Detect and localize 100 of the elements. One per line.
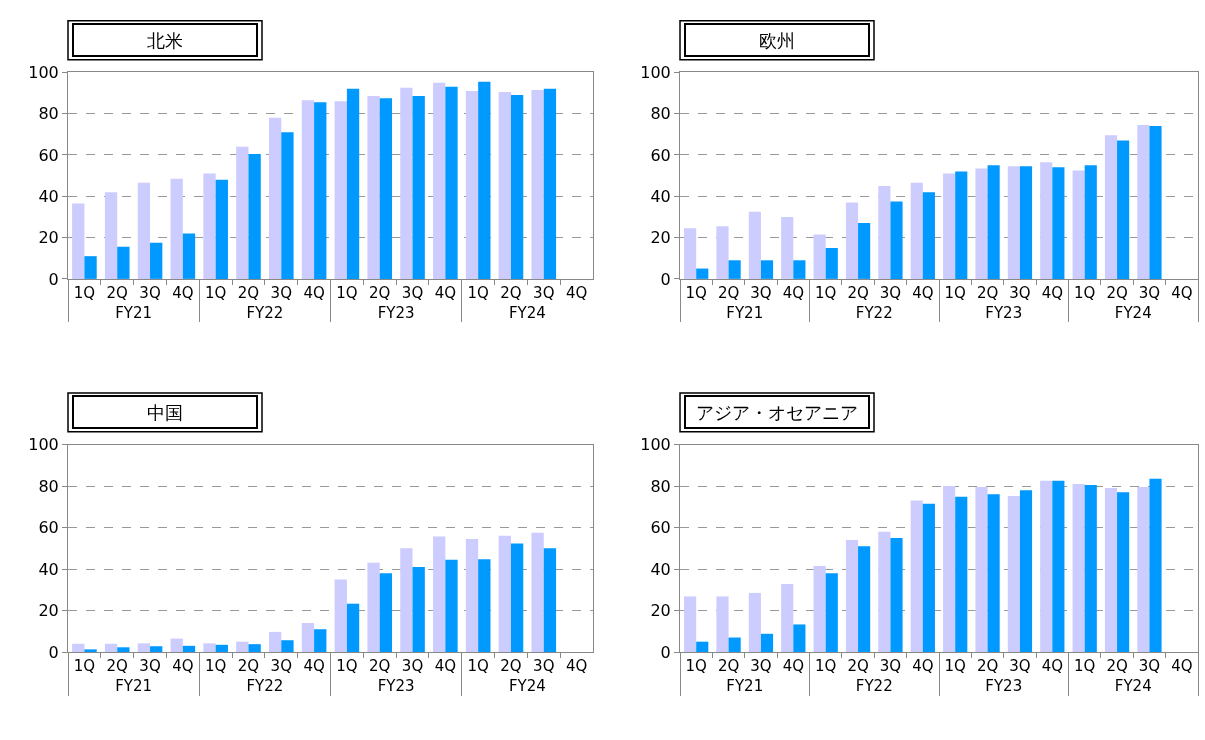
bar: [367, 96, 380, 279]
x-tick-label: 4Q: [782, 283, 804, 302]
bar: [379, 573, 393, 653]
chart-title: 中国: [147, 401, 183, 423]
bar: [1104, 135, 1118, 279]
text: FY24: [508, 303, 546, 322]
bar: [182, 233, 196, 279]
bar: [543, 88, 557, 279]
x-tick-label: 3Q: [139, 283, 161, 302]
bar: [203, 173, 216, 279]
text: FY23: [377, 303, 415, 322]
bar: [825, 247, 838, 279]
bar: [170, 178, 183, 279]
bar: [498, 535, 511, 653]
bar: [150, 646, 163, 653]
bar: [1019, 166, 1033, 279]
x-tick-label: 3Q: [879, 657, 902, 676]
bar: [1052, 480, 1065, 653]
bar: [1072, 170, 1085, 279]
bar: [1117, 492, 1130, 653]
x-tick-label: 4Q: [1041, 657, 1063, 676]
x-tick-label: 1Q: [204, 283, 227, 302]
bar: [236, 641, 249, 653]
y-tick-label: 0: [660, 269, 671, 289]
bar: [215, 179, 228, 279]
bar: [400, 87, 413, 279]
bar: [1007, 495, 1020, 653]
bar: [72, 203, 85, 279]
bar: [182, 645, 196, 653]
x-tick-label: 3Q: [1138, 657, 1161, 676]
y-tick-label: 0: [48, 269, 59, 289]
bar: [943, 486, 956, 653]
y-tick-label: 20: [650, 601, 671, 621]
text: FY21: [726, 677, 764, 696]
bar: [301, 623, 315, 653]
x-tick-label: 4Q: [565, 283, 588, 302]
y-tick-label: 80: [38, 476, 59, 496]
bar: [314, 629, 327, 653]
bar: [334, 101, 347, 279]
bar: [955, 171, 968, 279]
bar: [367, 562, 380, 653]
bar: [728, 637, 741, 653]
y-tick-label: 60: [650, 518, 671, 538]
x-tick-label: 3Q: [750, 283, 772, 302]
bar: [975, 168, 988, 279]
bar: [510, 95, 524, 279]
x-tick-label: 1Q: [1074, 657, 1096, 676]
bar: [281, 132, 294, 279]
bar: [170, 638, 183, 653]
bar: [531, 89, 544, 279]
bar: [510, 543, 524, 653]
bar: [858, 546, 871, 653]
x-tick-label: 2Q: [369, 657, 391, 676]
x-tick-label: 2Q: [1106, 283, 1128, 302]
x-tick-label: 1Q: [73, 657, 96, 676]
bar: [400, 548, 413, 653]
x-tick-label: 4Q: [303, 283, 325, 302]
text: FY21: [115, 303, 153, 322]
x-tick-label: 3Q: [139, 657, 161, 676]
bar: [1072, 483, 1085, 653]
bar: [412, 96, 425, 279]
bar: [975, 487, 988, 653]
x-tick-label: 2Q: [1106, 657, 1128, 676]
bar: [858, 223, 871, 279]
bar: [104, 192, 118, 279]
bar: [813, 234, 826, 279]
x-tick-label: 3Q: [401, 283, 424, 302]
x-tick-label: 4Q: [172, 657, 194, 676]
y-tick-label: 80: [650, 476, 671, 496]
x-tick-label: 3Q: [879, 283, 902, 302]
x-tick-label: 1Q: [1074, 283, 1096, 302]
x-tick-label: 4Q: [565, 657, 588, 676]
x-tick-label: 4Q: [1171, 283, 1193, 302]
bar: [845, 539, 859, 653]
x-tick-label: 1Q: [944, 657, 966, 676]
bar: [793, 260, 806, 279]
x-tick-label: 2Q: [717, 283, 740, 302]
x-tick-label: 3Q: [1009, 657, 1031, 676]
bar: [478, 559, 491, 653]
bar: [433, 82, 446, 279]
bar: [910, 500, 923, 653]
bar: [445, 559, 458, 653]
x-tick-label: 1Q: [815, 283, 837, 302]
bar: [955, 496, 968, 653]
y-tick-label: 60: [38, 145, 59, 165]
bar: [465, 538, 479, 653]
bar: [922, 503, 935, 653]
bar: [281, 640, 294, 653]
x-tick-label: 2Q: [237, 283, 260, 302]
y-tick-label: 80: [650, 104, 671, 124]
chart-title: 欧州: [759, 29, 795, 51]
bar: [748, 211, 761, 279]
bar: [1117, 140, 1130, 279]
bar: [684, 228, 697, 279]
x-tick-label: 4Q: [434, 283, 457, 302]
bar: [943, 173, 956, 279]
bar: [137, 643, 151, 653]
bar: [760, 633, 774, 653]
text: FY21: [115, 677, 153, 696]
bar: [104, 643, 118, 653]
